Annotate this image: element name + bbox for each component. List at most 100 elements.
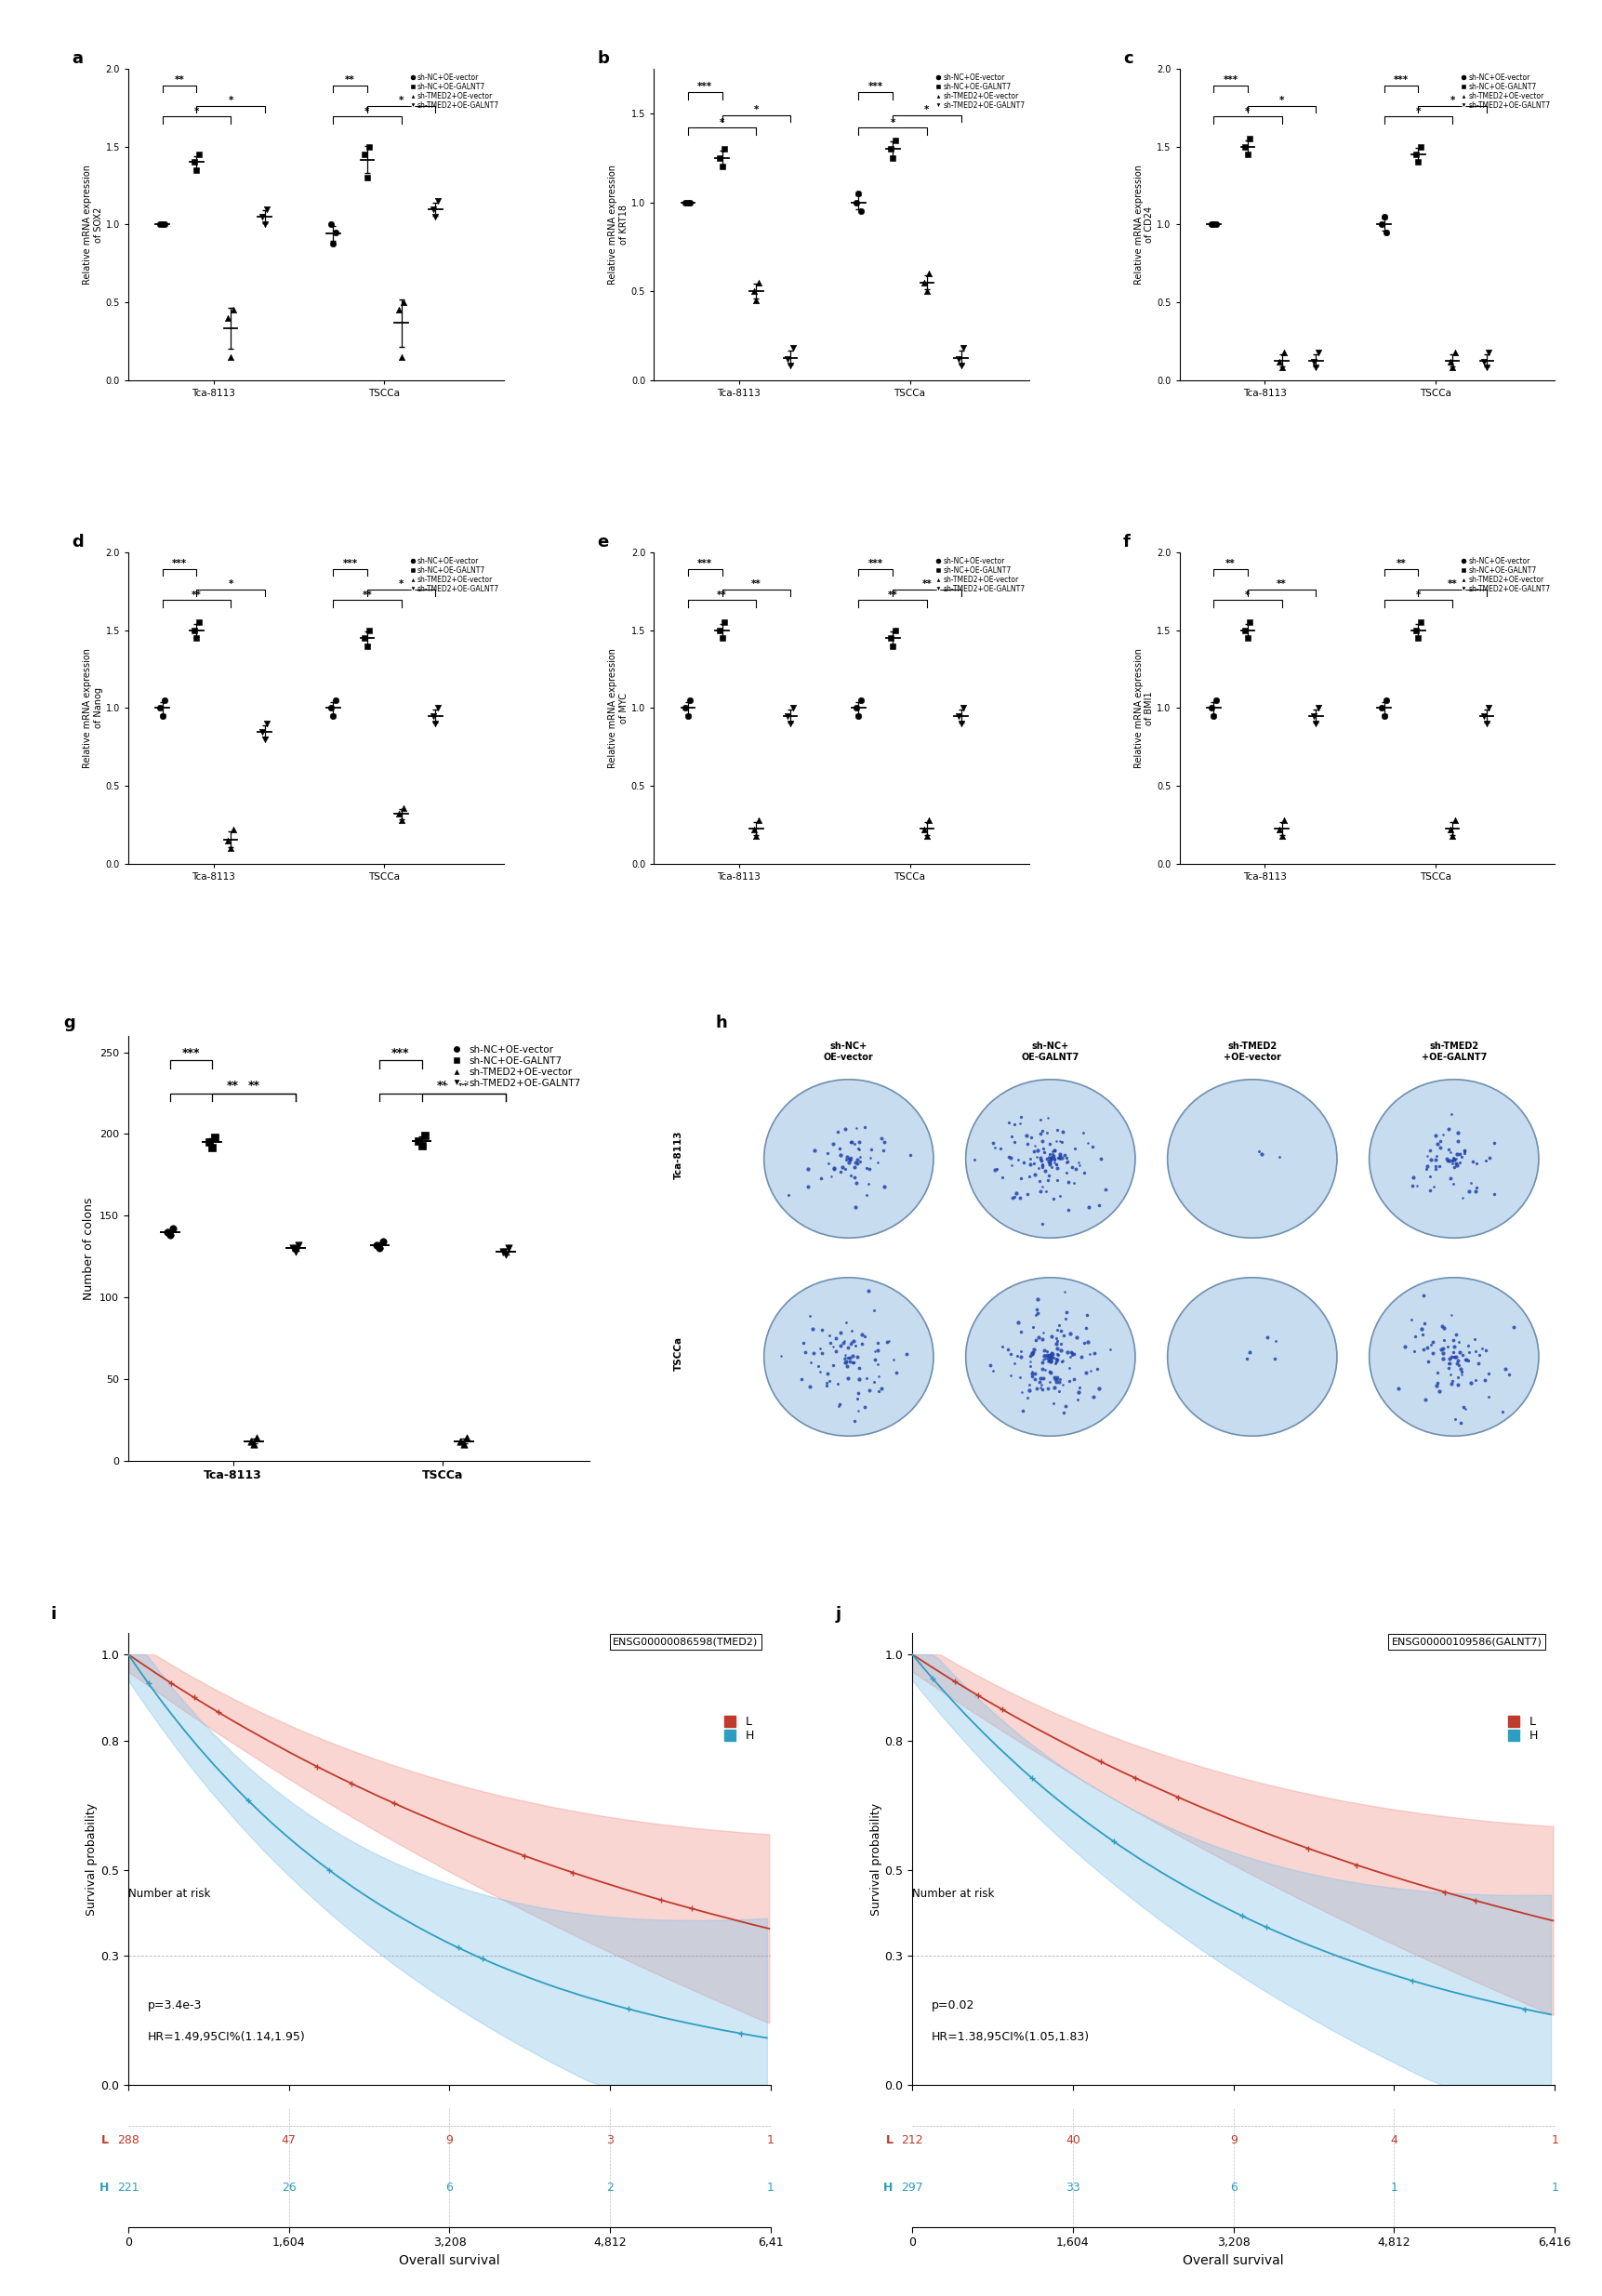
Point [1022,1297,1048,1334]
Point [1391,1327,1416,1364]
Point [790,1325,815,1362]
Point [1427,1332,1453,1368]
Point [814,1355,839,1391]
Point [1006,1180,1032,1217]
Point [1046,1139,1072,1176]
Point [391,285,417,321]
Point [1368,689,1394,726]
Point [1439,1364,1464,1401]
Point [708,620,734,657]
Point [836,1143,862,1180]
Point [912,264,937,301]
Point [252,207,277,243]
Point [833,1343,859,1380]
Point [1033,1141,1059,1178]
Point [1237,604,1262,641]
Circle shape [764,1079,932,1238]
Point [1234,135,1259,172]
Point [186,135,211,172]
Point [1035,1343,1061,1380]
Point [1043,1123,1069,1159]
Point [1016,1157,1041,1194]
Point [1448,1352,1474,1389]
Point [1003,1339,1028,1375]
Point [195,1123,221,1159]
Point [838,1325,863,1362]
Point [453,1419,479,1456]
Point [1443,1137,1469,1173]
Point [849,1325,875,1362]
Point [1036,1339,1062,1375]
Point [1413,1139,1439,1176]
Point [807,1352,833,1389]
Point [1451,1134,1477,1171]
Point [820,1348,846,1384]
Point [1043,1341,1069,1378]
Point [1403,1166,1429,1203]
Circle shape [1166,1277,1336,1435]
Point [1035,1143,1061,1180]
Text: **: ** [344,76,356,85]
Point [1232,613,1258,650]
Point [1016,1366,1041,1403]
Point [820,1125,846,1162]
Point [1022,1155,1048,1192]
Point [767,1336,793,1373]
Point [1038,1339,1064,1375]
Point [1020,1146,1046,1182]
Point [215,822,240,859]
Y-axis label: Relative mRNA expression
of CD24: Relative mRNA expression of CD24 [1133,165,1153,285]
Point [1054,1164,1080,1201]
Point [1036,1355,1062,1391]
Point [745,264,771,301]
Point [815,1316,841,1352]
Point [1056,1364,1081,1401]
Point [1299,698,1325,735]
Text: b: b [598,51,609,67]
Point [492,1238,517,1274]
Point [1423,1150,1448,1187]
Point [1027,1116,1053,1153]
Point [836,1139,862,1176]
Text: **: ** [362,590,372,599]
Point [1036,1339,1062,1375]
Point [386,292,412,328]
Text: **: ** [227,1079,239,1091]
Text: *: * [194,106,199,115]
Point [1036,1339,1062,1375]
Point [1429,1309,1455,1345]
Point [1432,1141,1458,1178]
Point [1448,1336,1474,1373]
Point [1036,1157,1062,1194]
Point [1036,1339,1062,1375]
Point [181,145,207,181]
Point [1035,1343,1061,1380]
Point [843,184,868,220]
Point [1410,1277,1435,1313]
Point [1399,1166,1424,1203]
Text: sh-TMED2
+OE-vector: sh-TMED2 +OE-vector [1222,1042,1280,1061]
Point [1466,1336,1491,1373]
Text: g: g [64,1015,75,1031]
Point [854,1176,879,1212]
Point [1051,1274,1077,1311]
Point [450,1426,476,1463]
Point [982,1130,1008,1166]
Point [1455,1343,1480,1380]
Point [1447,1334,1472,1371]
Point [322,682,348,719]
Point [1033,1332,1059,1368]
Point [1030,1134,1056,1171]
Text: **: ** [1226,558,1235,569]
Point [987,1130,1012,1166]
Point [1440,1141,1466,1178]
Text: *: * [1415,590,1419,599]
Point [1045,1322,1070,1359]
Point [1440,1327,1466,1364]
Text: **: ** [1277,579,1286,588]
Point [320,225,346,262]
Point [1043,1162,1069,1199]
Point [798,1343,823,1380]
Point [1424,1364,1450,1401]
Point [998,1139,1024,1176]
